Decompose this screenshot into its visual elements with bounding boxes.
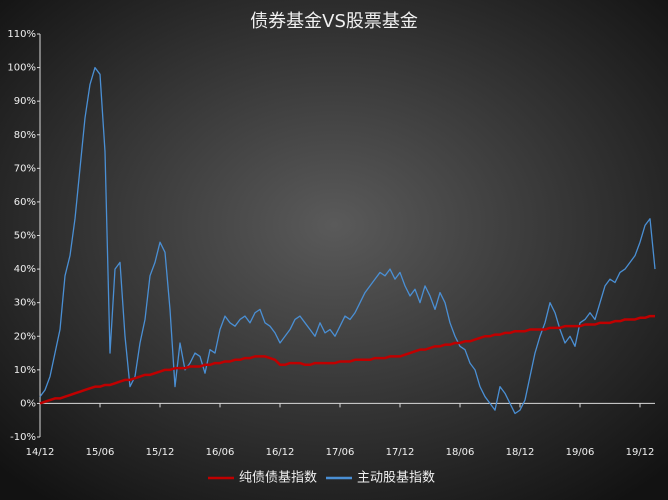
y-tick-label: 110% <box>7 29 36 40</box>
y-tick-label: 20% <box>14 331 36 342</box>
y-tick-label: -10% <box>10 432 36 443</box>
x-tick-label: 16/12 <box>266 447 295 458</box>
y-tick-label: 50% <box>14 231 36 242</box>
legend-text: 主动股基指数 <box>357 471 435 486</box>
y-tick-label: 100% <box>7 63 36 74</box>
y-tick-label: 30% <box>14 298 36 309</box>
chart-title: 债券基金VS股票基金 <box>250 11 418 32</box>
x-tick-label: 15/12 <box>146 447 175 458</box>
y-tick-label: 80% <box>14 130 36 141</box>
series-line <box>39 314 655 405</box>
x-tick-label: 15/06 <box>86 447 115 458</box>
x-tick-label: 18/06 <box>446 447 475 458</box>
x-tick-label: 19/12 <box>626 447 655 458</box>
y-tick-label: 90% <box>14 96 36 107</box>
x-tick-label: 14/12 <box>26 447 55 458</box>
y-tick-label: 40% <box>14 264 36 275</box>
y-tick-label: 0% <box>20 398 36 409</box>
x-tick-label: 17/12 <box>386 447 415 458</box>
x-tick-label: 16/06 <box>206 447 235 458</box>
x-tick-label: 19/06 <box>566 447 595 458</box>
x-tick-label: 18/12 <box>506 447 535 458</box>
y-tick-label: 10% <box>14 365 36 376</box>
y-tick-label: 70% <box>14 163 36 174</box>
x-tick-label: 17/06 <box>326 447 355 458</box>
series-line <box>39 66 656 415</box>
legend-text: 纯债债基指数 <box>239 471 317 486</box>
y-tick-label: 60% <box>14 197 36 208</box>
